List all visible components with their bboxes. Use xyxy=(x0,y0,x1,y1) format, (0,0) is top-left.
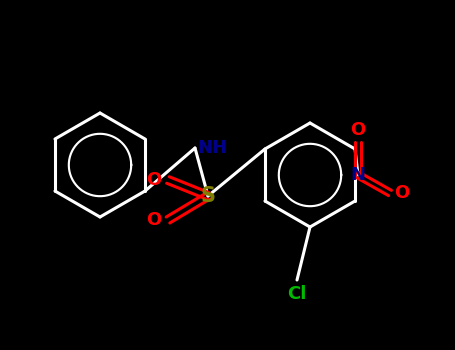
Text: O: O xyxy=(147,171,162,189)
Text: O: O xyxy=(350,121,366,139)
Text: NH: NH xyxy=(197,139,227,157)
Text: Cl: Cl xyxy=(287,285,307,303)
Text: S: S xyxy=(201,186,216,206)
Text: O: O xyxy=(147,211,162,229)
Text: N: N xyxy=(350,166,365,184)
Text: O: O xyxy=(394,184,410,202)
